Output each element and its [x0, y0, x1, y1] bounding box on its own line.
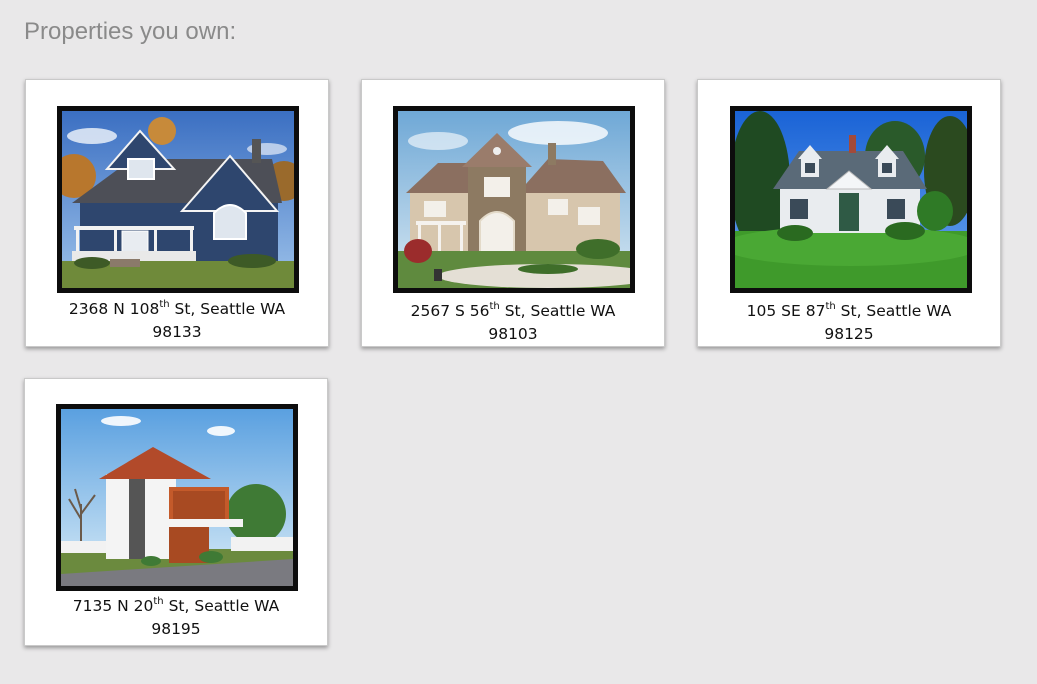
address-street: St, Seattle WA	[835, 302, 952, 320]
address-number: 105 SE 87	[746, 302, 826, 320]
property-photo[interactable]	[393, 106, 635, 293]
property-address: 2567 S 56th St, Seattle WA 98103	[362, 300, 664, 346]
white-cape-cod-house-photo	[735, 111, 967, 288]
address-number: 2567 S 56	[410, 302, 490, 320]
property-photo[interactable]	[730, 106, 972, 293]
address-ordinal: th	[489, 300, 500, 312]
address-zip: 98133	[152, 323, 202, 341]
blue-victorian-house-photo	[62, 111, 294, 288]
address-zip: 98103	[488, 325, 538, 343]
modern-house-photo	[61, 409, 293, 586]
address-zip: 98195	[151, 620, 201, 638]
page-title: Properties you own:	[24, 18, 237, 45]
property-address: 105 SE 87th St, Seattle WA 98125	[698, 300, 1000, 346]
property-card[interactable]: 7135 N 20th St, Seattle WA 98195	[24, 378, 328, 646]
address-street: St, Seattle WA	[163, 597, 280, 615]
property-card[interactable]: 2567 S 56th St, Seattle WA 98103	[361, 79, 665, 347]
address-street: St, Seattle WA	[499, 302, 616, 320]
property-photo[interactable]	[56, 404, 298, 591]
address-ordinal: th	[153, 595, 164, 607]
address-zip: 98125	[824, 325, 874, 343]
property-photo[interactable]	[57, 106, 299, 293]
address-number: 2368 N 108	[68, 300, 160, 318]
stone-mansion-photo	[398, 111, 630, 288]
property-address: 2368 N 108th St, Seattle WA 98133	[26, 298, 328, 344]
property-card[interactable]: 2368 N 108th St, Seattle WA 98133	[25, 79, 329, 347]
address-street: St, Seattle WA	[169, 300, 286, 318]
property-card[interactable]: 105 SE 87th St, Seattle WA 98125	[697, 79, 1001, 347]
address-number: 7135 N 20	[72, 597, 154, 615]
address-ordinal: th	[159, 298, 170, 310]
property-address: 7135 N 20th St, Seattle WA 98195	[25, 595, 327, 641]
address-ordinal: th	[825, 300, 836, 312]
